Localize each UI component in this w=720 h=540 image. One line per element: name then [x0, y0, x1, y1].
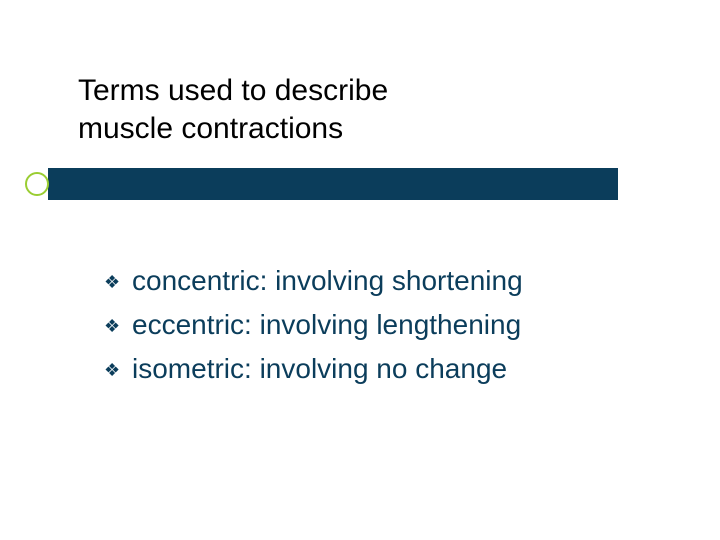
list-item: ❖ eccentric: involving lengthening [104, 306, 644, 344]
item-text: eccentric: involving lengthening [132, 306, 521, 344]
title-line-1: Terms used to describe [78, 72, 598, 110]
title-block: Terms used to describe muscle contractio… [78, 72, 598, 147]
item-desc: : involving no change [244, 353, 507, 384]
item-text: concentric: involving shortening [132, 262, 523, 300]
slide: Terms used to describe muscle contractio… [0, 0, 720, 540]
item-term: isometric [132, 353, 244, 384]
item-text: isometric: involving no change [132, 350, 507, 388]
item-desc: : involving shortening [260, 265, 523, 296]
accent-bar [48, 168, 618, 200]
list-item: ❖ isometric: involving no change [104, 350, 644, 388]
accent-dot-icon [25, 172, 49, 196]
title-line-2: muscle contractions [78, 110, 598, 148]
bullet-list: ❖ concentric: involving shortening ❖ ecc… [104, 262, 644, 393]
bullet-icon: ❖ [104, 360, 132, 382]
list-item: ❖ concentric: involving shortening [104, 262, 644, 300]
bullet-icon: ❖ [104, 316, 132, 338]
item-term: concentric [132, 265, 260, 296]
item-desc: : involving lengthening [244, 309, 521, 340]
bullet-icon: ❖ [104, 272, 132, 294]
item-term: eccentric [132, 309, 244, 340]
